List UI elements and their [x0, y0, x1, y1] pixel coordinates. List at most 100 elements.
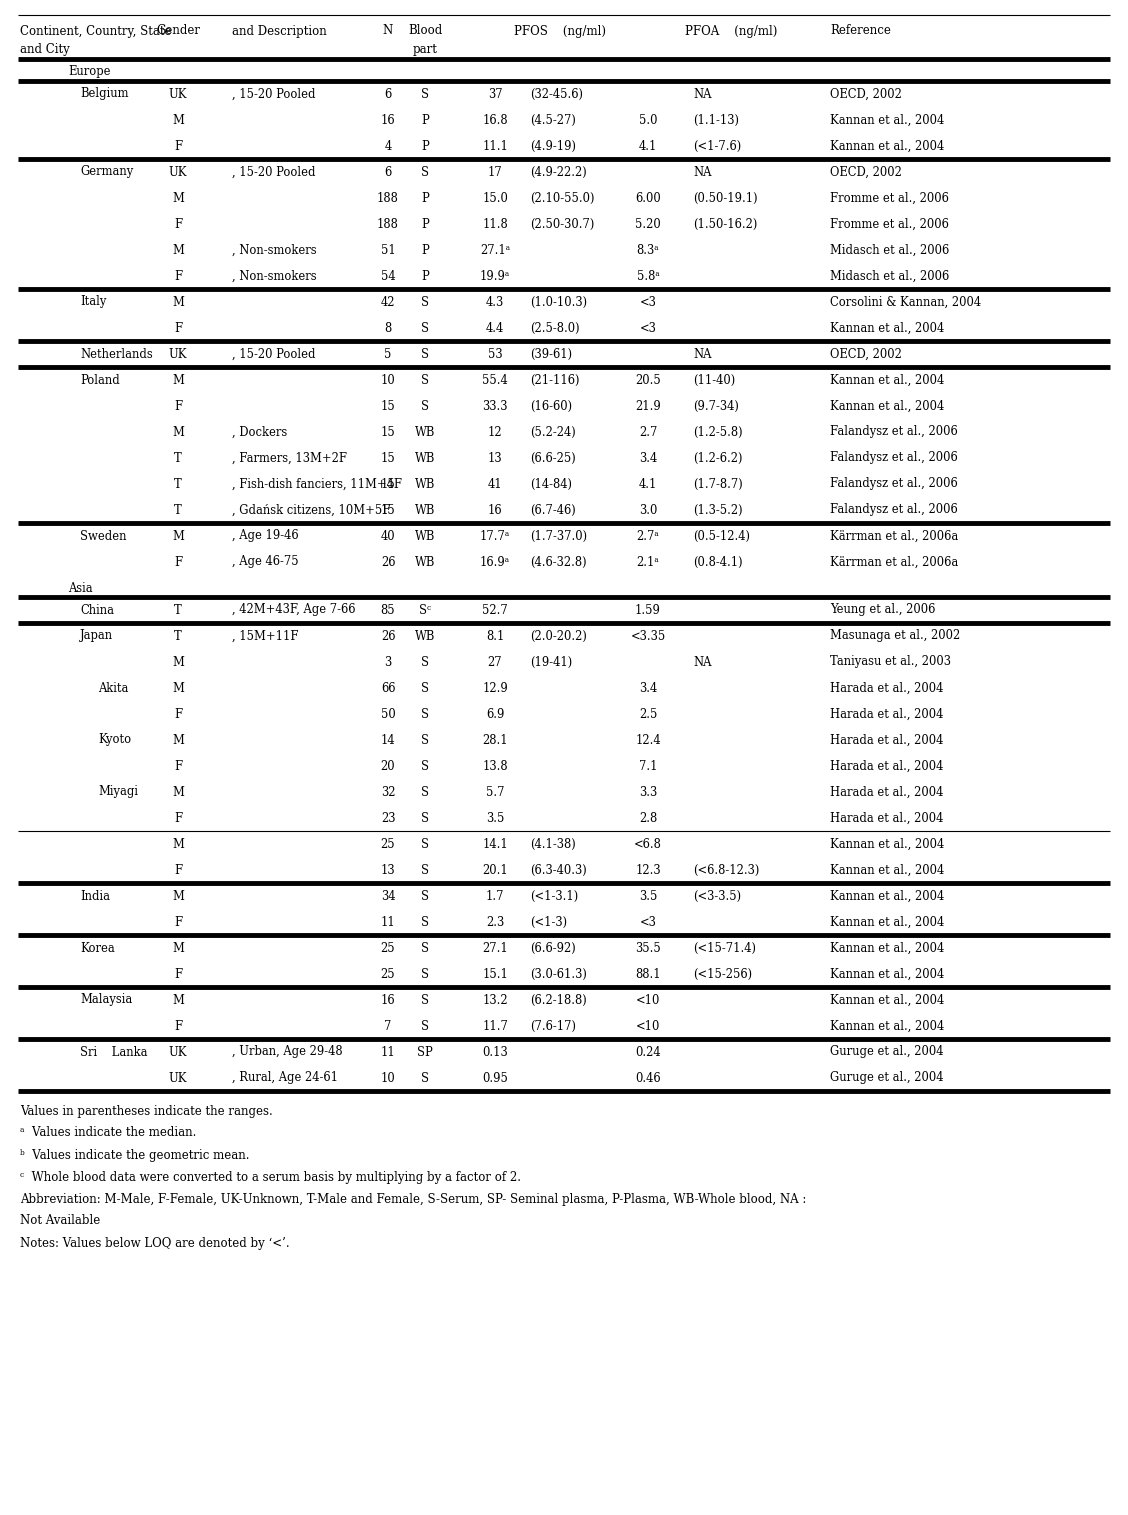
Text: M: M [173, 682, 184, 694]
Text: 26: 26 [381, 630, 395, 642]
Text: M: M [173, 191, 184, 205]
Text: Falandysz et al., 2006: Falandysz et al., 2006 [830, 451, 958, 465]
Text: (1.3-5.2): (1.3-5.2) [693, 503, 742, 517]
Text: Kärrman et al., 2006a: Kärrman et al., 2006a [830, 556, 959, 568]
Text: S: S [421, 812, 429, 824]
Text: S: S [421, 374, 429, 386]
Text: (<1-7.6): (<1-7.6) [693, 139, 741, 153]
Text: <6.8: <6.8 [634, 838, 662, 850]
Text: 2.8: 2.8 [638, 812, 658, 824]
Text: Harada et al., 2004: Harada et al., 2004 [830, 733, 943, 747]
Text: (2.50-30.7): (2.50-30.7) [530, 218, 594, 230]
Text: , Non-smokers: , Non-smokers [232, 244, 317, 256]
Text: 3.3: 3.3 [638, 785, 658, 798]
Text: T: T [174, 630, 182, 642]
Text: N: N [382, 24, 394, 38]
Text: Korea: Korea [80, 941, 115, 954]
Text: 7: 7 [385, 1020, 391, 1033]
Text: 188: 188 [377, 191, 399, 205]
Text: Taniyasu et al., 2003: Taniyasu et al., 2003 [830, 656, 951, 668]
Text: 2.5: 2.5 [638, 708, 658, 721]
Text: M: M [173, 374, 184, 386]
Text: S: S [421, 321, 429, 335]
Text: 5.20: 5.20 [635, 218, 661, 230]
Text: 85: 85 [380, 603, 395, 617]
Text: (4.9-19): (4.9-19) [530, 139, 576, 153]
Text: WB: WB [415, 451, 435, 465]
Text: 16: 16 [380, 994, 395, 1006]
Text: 27.1ᵃ: 27.1ᵃ [479, 244, 510, 256]
Text: S: S [421, 941, 429, 954]
Text: Kannan et al., 2004: Kannan et al., 2004 [830, 400, 944, 412]
Text: S: S [421, 708, 429, 721]
Text: 33.3: 33.3 [483, 400, 508, 412]
Text: ᵇ  Values indicate the geometric mean.: ᵇ Values indicate the geometric mean. [20, 1148, 249, 1162]
Text: UK: UK [169, 88, 187, 100]
Text: 15.0: 15.0 [482, 191, 508, 205]
Text: Sri    Lanka: Sri Lanka [80, 1045, 148, 1059]
Text: 40: 40 [380, 530, 395, 542]
Text: P: P [421, 191, 429, 205]
Text: (1.1-13): (1.1-13) [693, 114, 739, 126]
Text: Miyagi: Miyagi [98, 785, 138, 798]
Text: (6.3-40.3): (6.3-40.3) [530, 864, 587, 877]
Text: F: F [174, 556, 182, 568]
Text: 16: 16 [380, 114, 395, 126]
Text: 14: 14 [380, 733, 395, 747]
Text: Harada et al., 2004: Harada et al., 2004 [830, 785, 943, 798]
Text: 26: 26 [381, 556, 395, 568]
Text: Kannan et al., 2004: Kannan et al., 2004 [830, 941, 944, 954]
Text: Harada et al., 2004: Harada et al., 2004 [830, 759, 943, 773]
Text: Europe: Europe [68, 65, 111, 79]
Text: 50: 50 [380, 708, 396, 721]
Text: 11: 11 [380, 1045, 396, 1059]
Text: S: S [421, 400, 429, 412]
Text: China: China [80, 603, 114, 617]
Text: Yeung et al., 2006: Yeung et al., 2006 [830, 603, 935, 617]
Text: (7.6-17): (7.6-17) [530, 1020, 576, 1033]
Text: (1.7-8.7): (1.7-8.7) [693, 477, 742, 491]
Text: 15: 15 [380, 477, 396, 491]
Text: F: F [174, 864, 182, 877]
Text: F: F [174, 968, 182, 980]
Text: Falandysz et al., 2006: Falandysz et al., 2006 [830, 477, 958, 491]
Text: T: T [174, 503, 182, 517]
Text: 12: 12 [487, 426, 502, 438]
Text: 42: 42 [381, 295, 395, 309]
Text: Fromme et al., 2006: Fromme et al., 2006 [830, 191, 949, 205]
Text: 0.24: 0.24 [635, 1045, 661, 1059]
Text: UK: UK [169, 347, 187, 361]
Text: (4.5-27): (4.5-27) [530, 114, 576, 126]
Text: 7.1: 7.1 [638, 759, 658, 773]
Text: Abbreviation: M-Male, F-Female, UK-Unknown, T-Male and Female, S-Serum, SP- Semi: Abbreviation: M-Male, F-Female, UK-Unkno… [20, 1192, 807, 1206]
Text: UK: UK [169, 1071, 187, 1085]
Text: 17: 17 [487, 165, 502, 179]
Text: , Rural, Age 24-61: , Rural, Age 24-61 [232, 1071, 338, 1085]
Text: Midasch et al., 2006: Midasch et al., 2006 [830, 244, 950, 256]
Text: 3.0: 3.0 [638, 503, 658, 517]
Text: 4.3: 4.3 [486, 295, 504, 309]
Text: 54: 54 [380, 270, 395, 282]
Text: Kyoto: Kyoto [98, 733, 131, 747]
Text: F: F [174, 270, 182, 282]
Text: 20: 20 [380, 759, 395, 773]
Text: M: M [173, 426, 184, 438]
Text: 1.59: 1.59 [635, 603, 661, 617]
Text: P: P [421, 114, 429, 126]
Text: S: S [421, 165, 429, 179]
Text: 5.0: 5.0 [638, 114, 658, 126]
Text: Japan: Japan [80, 630, 113, 642]
Text: (6.6-92): (6.6-92) [530, 941, 575, 954]
Text: Kannan et al., 2004: Kannan et al., 2004 [830, 114, 944, 126]
Text: Corsolini & Kannan, 2004: Corsolini & Kannan, 2004 [830, 295, 981, 309]
Text: F: F [174, 400, 182, 412]
Text: 37: 37 [487, 88, 502, 100]
Text: 15: 15 [380, 503, 396, 517]
Text: OECD, 2002: OECD, 2002 [830, 347, 902, 361]
Text: 52.7: 52.7 [482, 603, 508, 617]
Text: S: S [421, 968, 429, 980]
Text: M: M [173, 244, 184, 256]
Text: <3: <3 [640, 295, 656, 309]
Text: 2.7ᵃ: 2.7ᵃ [636, 530, 660, 542]
Text: F: F [174, 139, 182, 153]
